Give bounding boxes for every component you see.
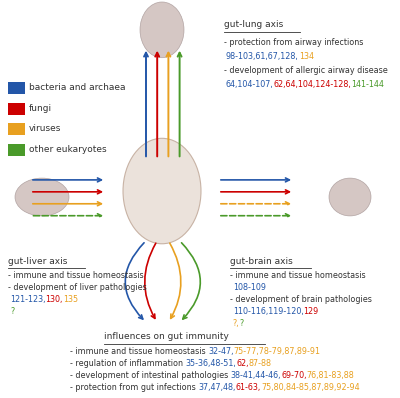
Text: other eukaryotes: other eukaryotes	[29, 145, 106, 154]
Text: 75,80,84-85,87,89,92-94: 75,80,84-85,87,89,92-94	[261, 383, 360, 392]
Text: - immune and tissue homeostasis: - immune and tissue homeostasis	[70, 347, 208, 356]
Ellipse shape	[123, 139, 201, 244]
Text: 98-103,61,67,128,: 98-103,61,67,128,	[226, 52, 299, 61]
Text: 64,104-107,: 64,104-107,	[226, 80, 274, 89]
Text: bacteria and archaea: bacteria and archaea	[29, 83, 125, 92]
Text: ?,: ?,	[233, 319, 240, 328]
Ellipse shape	[140, 2, 184, 58]
Text: 76,81-83,88: 76,81-83,88	[307, 371, 354, 380]
FancyArrowPatch shape	[145, 243, 156, 318]
Text: 32-47,: 32-47,	[208, 347, 234, 356]
Text: 61-63,: 61-63,	[236, 383, 261, 392]
Text: - development of brain pathologies: - development of brain pathologies	[230, 295, 372, 304]
Text: 87-88: 87-88	[249, 359, 272, 368]
FancyArrowPatch shape	[170, 243, 181, 318]
Text: gut-liver axis: gut-liver axis	[8, 257, 67, 266]
Text: 62,64,104,124-128,: 62,64,104,124-128,	[274, 80, 352, 89]
Text: 37,47,48,: 37,47,48,	[198, 383, 236, 392]
Text: 110-116,119-120,: 110-116,119-120,	[233, 307, 304, 316]
Text: 75-77,78-79,87,89-91: 75-77,78-79,87,89-91	[234, 347, 321, 356]
Text: - regulation of inflammation: - regulation of inflammation	[70, 359, 186, 368]
Text: - development of liver pathologies: - development of liver pathologies	[8, 283, 147, 293]
Text: - development of allergic airway disease: - development of allergic airway disease	[224, 66, 388, 75]
Text: 121-123,: 121-123,	[10, 295, 46, 304]
Text: 35-36,48-51,: 35-36,48-51,	[186, 359, 236, 368]
FancyBboxPatch shape	[8, 123, 25, 135]
Text: 135: 135	[63, 295, 78, 304]
Text: 129: 129	[304, 307, 319, 316]
FancyArrowPatch shape	[182, 243, 200, 319]
Text: - development of intestinal pathologies: - development of intestinal pathologies	[70, 371, 231, 380]
Text: 108-109: 108-109	[233, 283, 266, 293]
Text: gut-brain axis: gut-brain axis	[230, 257, 293, 266]
FancyBboxPatch shape	[8, 82, 25, 94]
Text: ?: ?	[10, 307, 14, 316]
Text: 69-70,: 69-70,	[281, 371, 307, 380]
Text: - protection from gut infections: - protection from gut infections	[70, 383, 198, 392]
Text: - immune and tissue homeostasis: - immune and tissue homeostasis	[8, 271, 144, 281]
Text: 134: 134	[299, 52, 314, 61]
Text: 130,: 130,	[46, 295, 63, 304]
Text: gut-lung axis: gut-lung axis	[224, 20, 283, 29]
Text: 141-144: 141-144	[352, 80, 384, 89]
Ellipse shape	[329, 178, 371, 216]
Text: - protection from airway infections: - protection from airway infections	[224, 38, 363, 47]
FancyBboxPatch shape	[8, 144, 25, 156]
Text: fungi: fungi	[29, 104, 52, 113]
Text: 38-41,44-46,: 38-41,44-46,	[231, 371, 281, 380]
Text: 62,: 62,	[236, 359, 249, 368]
FancyBboxPatch shape	[8, 103, 25, 115]
Ellipse shape	[15, 178, 69, 216]
Text: influences on gut immunity: influences on gut immunity	[104, 332, 229, 341]
Text: - immune and tissue homeostasis: - immune and tissue homeostasis	[230, 271, 366, 281]
FancyArrowPatch shape	[125, 243, 144, 319]
Text: ?: ?	[240, 319, 244, 328]
Text: viruses: viruses	[29, 125, 61, 133]
